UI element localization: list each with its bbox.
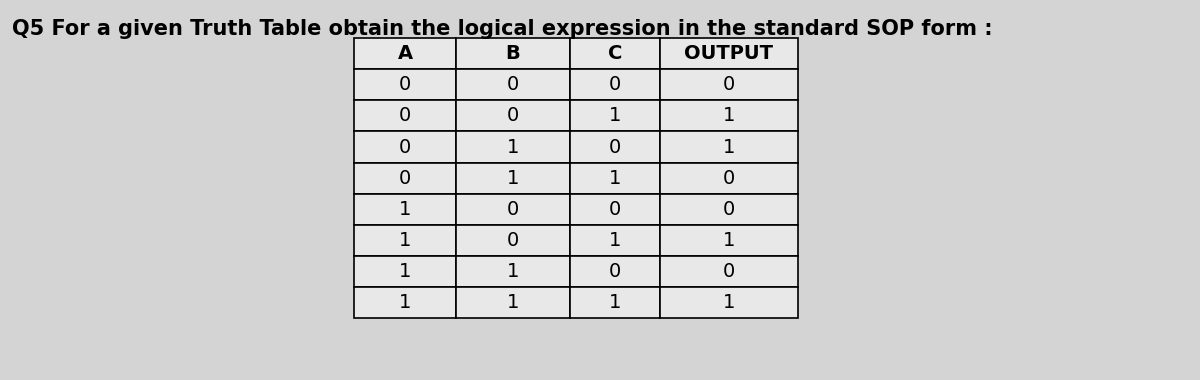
Text: 0: 0: [506, 106, 520, 125]
Text: B: B: [505, 44, 521, 63]
Text: Q5 For a given Truth Table obtain the logical expression in the standard SOP for: Q5 For a given Truth Table obtain the lo…: [12, 19, 992, 39]
Text: C: C: [608, 44, 622, 63]
Text: 1: 1: [506, 293, 520, 312]
Text: 0: 0: [506, 231, 520, 250]
Text: 1: 1: [506, 262, 520, 281]
Text: 1: 1: [722, 138, 736, 157]
Text: 0: 0: [608, 138, 622, 157]
Text: 0: 0: [398, 75, 412, 94]
Text: 1: 1: [398, 200, 412, 219]
Text: 0: 0: [722, 262, 736, 281]
Text: 0: 0: [608, 262, 622, 281]
Text: 1: 1: [608, 293, 622, 312]
Text: 0: 0: [608, 75, 622, 94]
Text: 1: 1: [398, 231, 412, 250]
Text: 0: 0: [722, 75, 736, 94]
Text: 1: 1: [722, 106, 736, 125]
Text: 1: 1: [722, 231, 736, 250]
Text: 1: 1: [608, 231, 622, 250]
Text: 0: 0: [506, 75, 520, 94]
Text: 0: 0: [506, 200, 520, 219]
Text: 0: 0: [608, 200, 622, 219]
Text: 1: 1: [398, 293, 412, 312]
Text: 1: 1: [398, 262, 412, 281]
Text: 0: 0: [398, 138, 412, 157]
Text: A: A: [397, 44, 413, 63]
Text: 0: 0: [722, 200, 736, 219]
Text: 1: 1: [506, 169, 520, 188]
Text: 1: 1: [506, 138, 520, 157]
Text: 1: 1: [608, 106, 622, 125]
Text: 1: 1: [722, 293, 736, 312]
Text: 0: 0: [398, 169, 412, 188]
Text: 1: 1: [608, 169, 622, 188]
Text: 0: 0: [398, 106, 412, 125]
Text: OUTPUT: OUTPUT: [684, 44, 774, 63]
Text: 0: 0: [722, 169, 736, 188]
